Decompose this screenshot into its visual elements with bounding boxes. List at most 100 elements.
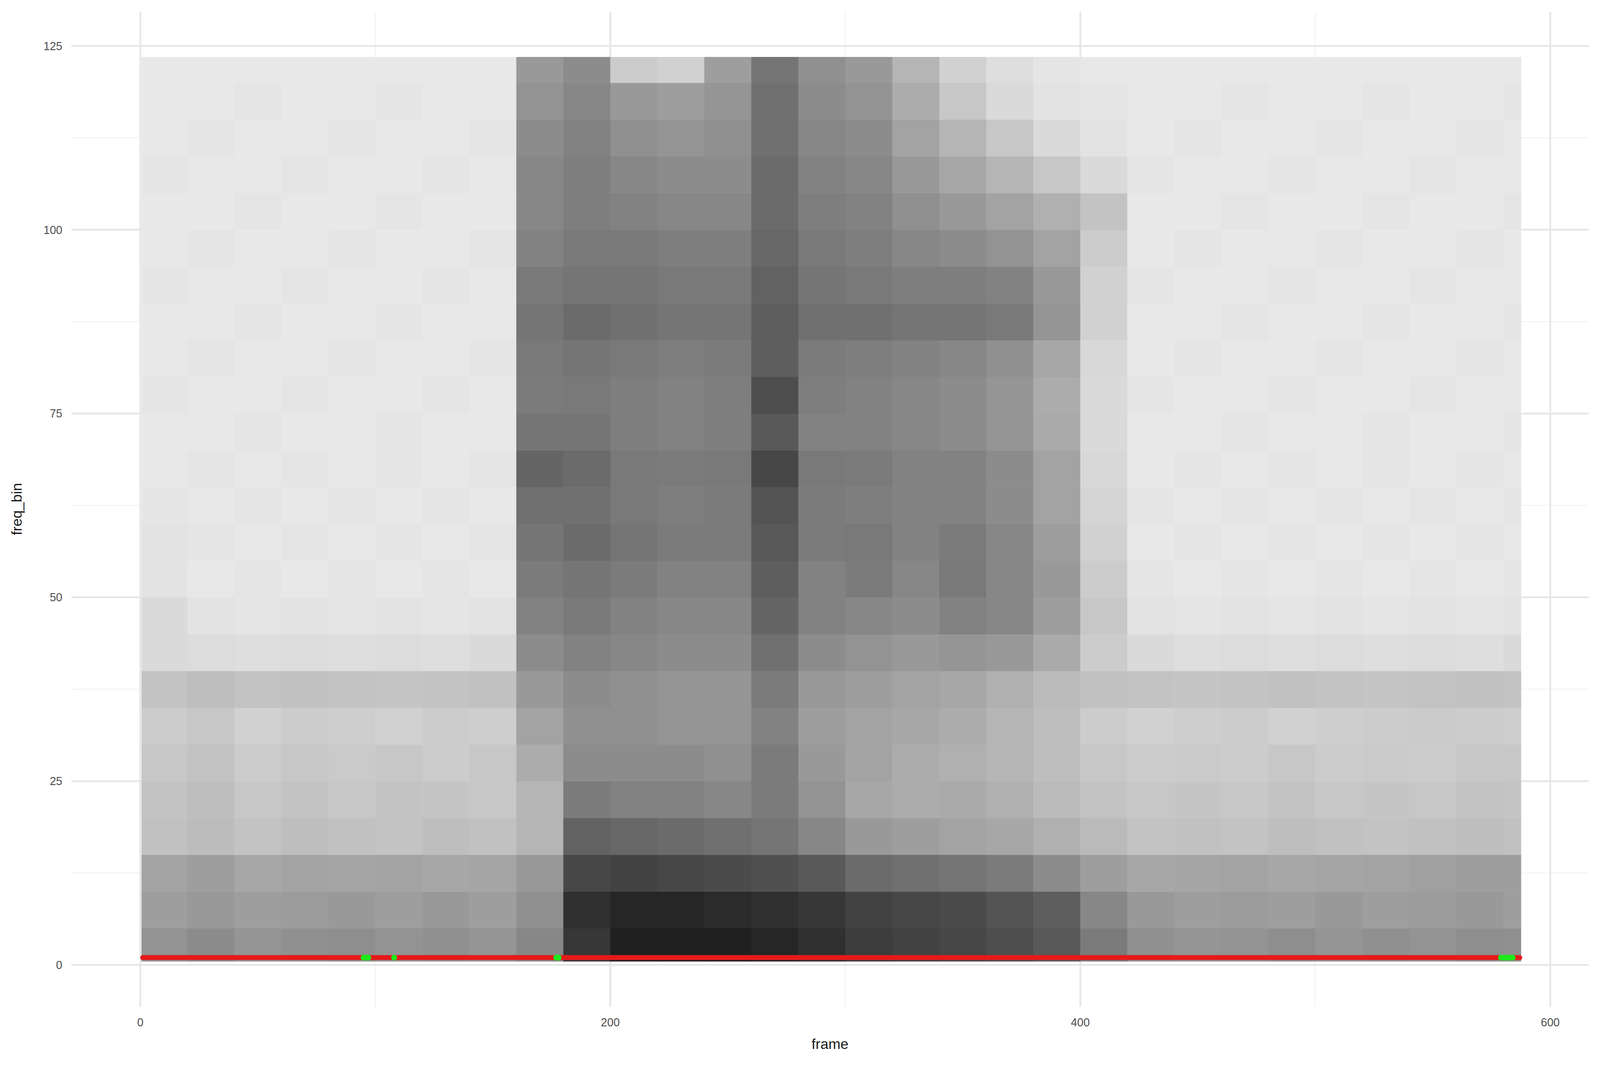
heat-cell (939, 266, 987, 304)
heat-cell (422, 303, 470, 341)
heat-cell (281, 486, 329, 524)
heat-cell (1174, 486, 1222, 524)
heat-cell (563, 266, 611, 304)
heat-cell (1033, 229, 1081, 267)
heat-cell (1456, 486, 1504, 524)
heat-cell (986, 890, 1034, 929)
heat-cell (1315, 82, 1363, 120)
heat-cell (704, 486, 752, 524)
heat-cell (892, 450, 940, 488)
heat-cell (657, 486, 705, 524)
heat-cell (328, 82, 376, 120)
heat-cell (610, 340, 658, 378)
heat-cell (1127, 817, 1175, 855)
y-tick-label: 25 (49, 774, 63, 788)
heat-cell (845, 744, 893, 782)
heat-cell (751, 119, 799, 157)
heat-cell (798, 266, 846, 304)
heat-cell (281, 376, 329, 414)
heat-cell (892, 303, 940, 341)
heat-cell (1409, 192, 1457, 230)
heat-cell (657, 744, 705, 782)
heat-cell (798, 340, 846, 378)
heat-cell (469, 634, 517, 672)
heat-cell (1174, 560, 1222, 598)
heat-cell (1033, 340, 1081, 378)
heat-cell (141, 597, 188, 635)
heat-cell (892, 597, 940, 635)
heat-cell (1033, 450, 1081, 488)
heat-cell (141, 744, 188, 782)
heat-cell (469, 156, 517, 194)
heat-cell (1080, 597, 1128, 635)
heat-cell (1268, 340, 1316, 378)
heat-cell (1033, 192, 1081, 230)
heat-cell (1080, 707, 1128, 745)
heat-cell (1503, 560, 1522, 598)
heat-cell (939, 744, 987, 782)
series-0 (142, 956, 1520, 958)
heat-cell (187, 413, 235, 451)
heat-cell (1174, 56, 1222, 84)
heat-cell (1127, 486, 1175, 524)
heat-cell (751, 156, 799, 194)
heat-cell (469, 560, 517, 598)
heat-cell (563, 560, 611, 598)
heat-cell (798, 303, 846, 341)
heat-cell (939, 56, 987, 84)
heat-cell (704, 413, 752, 451)
heat-cell (610, 192, 658, 230)
heat-cell (1315, 413, 1363, 451)
heat-cell (1503, 486, 1522, 524)
heat-cell (704, 560, 752, 598)
heat-cell (234, 817, 282, 855)
heat-cell (1268, 192, 1316, 230)
heat-cell (986, 413, 1034, 451)
heat-cell (1503, 82, 1522, 120)
heat-cell (1362, 56, 1410, 84)
heat-cell (187, 376, 235, 414)
heat-cell (798, 670, 846, 708)
heat-cell (1456, 817, 1504, 855)
heat-cell (1174, 119, 1222, 157)
heat-cell (1268, 817, 1316, 855)
heat-cell (1503, 340, 1522, 378)
heat-cell (939, 707, 987, 745)
heat-cell (469, 340, 517, 378)
heat-cell (187, 670, 235, 708)
heat-cell (234, 376, 282, 414)
heat-cell (798, 634, 846, 672)
heat-cell (1221, 56, 1269, 84)
heat-cell (657, 119, 705, 157)
chart: 02004006000255075100125framefreq_bin (0, 0, 1600, 1067)
heat-cell (1456, 56, 1504, 84)
heat-cell (939, 890, 987, 929)
heat-cell (1503, 413, 1522, 451)
heat-cell (234, 156, 282, 194)
heat-cell (375, 266, 423, 304)
heat-cell (704, 890, 752, 929)
heat-cell (1362, 486, 1410, 524)
heat-cell (328, 450, 376, 488)
heat-cell (516, 817, 564, 855)
heat-cell (1503, 450, 1522, 488)
heat-cell (563, 229, 611, 267)
heat-cell (657, 890, 705, 929)
heat-cell (328, 744, 376, 782)
heat-cell (845, 560, 893, 598)
heat-cell (657, 780, 705, 818)
heat-cell (751, 817, 799, 855)
heat-cell (1503, 744, 1522, 782)
heat-cell (939, 340, 987, 378)
heat-cell (704, 119, 752, 157)
heat-cell (1362, 192, 1410, 230)
heat-cell (1456, 560, 1504, 598)
heat-cell (1221, 486, 1269, 524)
heat-cell (234, 266, 282, 304)
heat-cell (1033, 523, 1081, 561)
heat-cell (563, 303, 611, 341)
heat-cell (187, 817, 235, 855)
heat-cell (657, 450, 705, 488)
heat-cell (1456, 854, 1504, 892)
heat-cell (328, 523, 376, 561)
